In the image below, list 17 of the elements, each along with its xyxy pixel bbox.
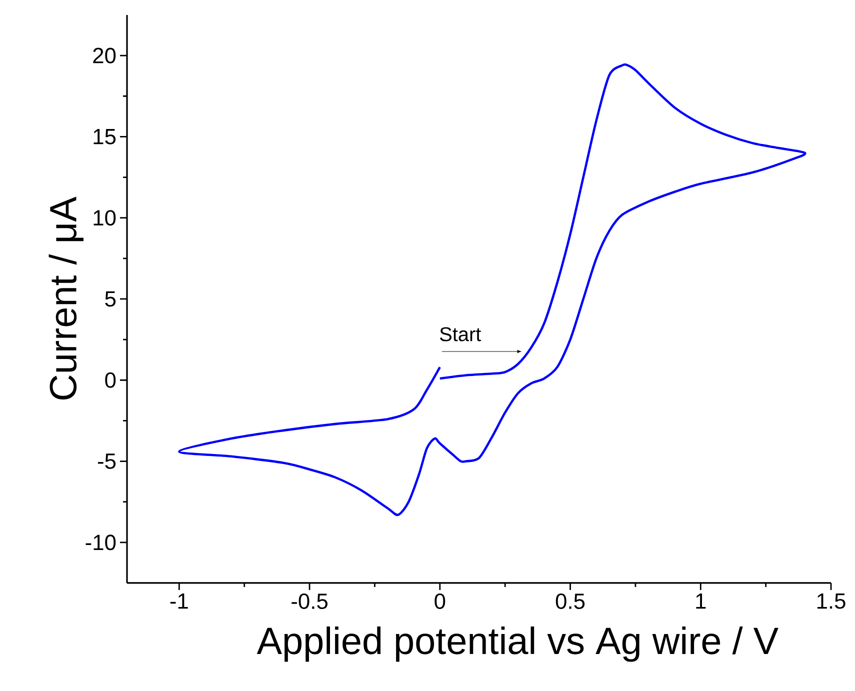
y-axis-title: Current / μA — [48, 196, 84, 400]
x-tick-label: 0.5 — [556, 593, 585, 610]
line-series — [178, 64, 806, 516]
x-axis-title: Applied potential vs Ag wire / V — [256, 626, 778, 662]
annotation: Start — [440, 327, 482, 342]
y-tick-label: 20 — [93, 48, 116, 64]
x-tick-label: 1.5 — [817, 594, 846, 609]
y-tick-label: 15 — [94, 129, 116, 144]
y-tick-label: 5 — [105, 291, 116, 307]
y-tick-label: 10 — [94, 210, 116, 226]
x-tick-label: 0 — [434, 593, 446, 610]
y-tick-label: -10 — [86, 534, 116, 550]
y-tick-label: 0 — [105, 372, 116, 388]
x-tick-label: -0.5 — [292, 593, 328, 610]
x-tick-label: 1 — [696, 594, 706, 609]
x-tick-label: -1 — [170, 594, 188, 609]
y-tick-label: -5 — [98, 454, 116, 469]
